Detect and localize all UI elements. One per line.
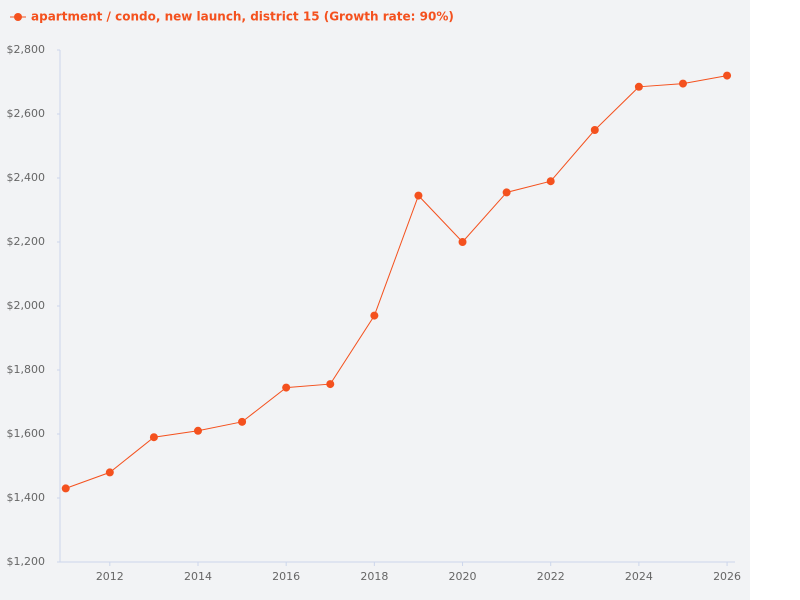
x-tick-label: 2022 <box>537 570 565 583</box>
data-point <box>238 417 247 426</box>
series-line <box>65 75 728 489</box>
y-tick-label: $1,200 <box>7 555 46 568</box>
y-tick-label: $1,800 <box>7 363 46 376</box>
data-point <box>723 71 732 80</box>
x-tick-label: 2012 <box>96 570 124 583</box>
data-point <box>546 177 555 186</box>
data-point <box>414 191 423 200</box>
legend-label[interactable]: apartment / condo, new launch, district … <box>31 10 454 24</box>
y-tick-label: $2,600 <box>7 107 46 120</box>
x-tick-label: 2020 <box>449 570 477 583</box>
data-point <box>634 82 643 91</box>
data-point <box>61 484 70 493</box>
x-tick-label: 2026 <box>713 570 741 583</box>
y-tick-label: $1,600 <box>7 427 46 440</box>
data-point <box>458 238 467 246</box>
data-point <box>502 188 511 197</box>
data-point <box>326 380 335 389</box>
y-tick-label: $2,400 <box>7 171 46 184</box>
data-point <box>282 383 291 392</box>
legend-symbol <box>14 13 22 21</box>
y-tick-label: $2,800 <box>7 43 46 56</box>
data-point <box>370 311 379 320</box>
y-tick-label: $2,000 <box>7 299 46 312</box>
x-tick-label: 2014 <box>184 570 212 583</box>
x-tick-label: 2018 <box>360 570 388 583</box>
data-point <box>590 126 599 134</box>
x-tick-label: 2024 <box>625 570 653 583</box>
x-tick-label: 2016 <box>272 570 300 583</box>
data-point <box>678 79 687 88</box>
y-tick-label: $2,200 <box>7 235 46 248</box>
y-tick-label: $1,400 <box>7 491 46 504</box>
data-point <box>105 468 114 477</box>
data-point <box>149 433 158 442</box>
data-point <box>193 426 202 435</box>
